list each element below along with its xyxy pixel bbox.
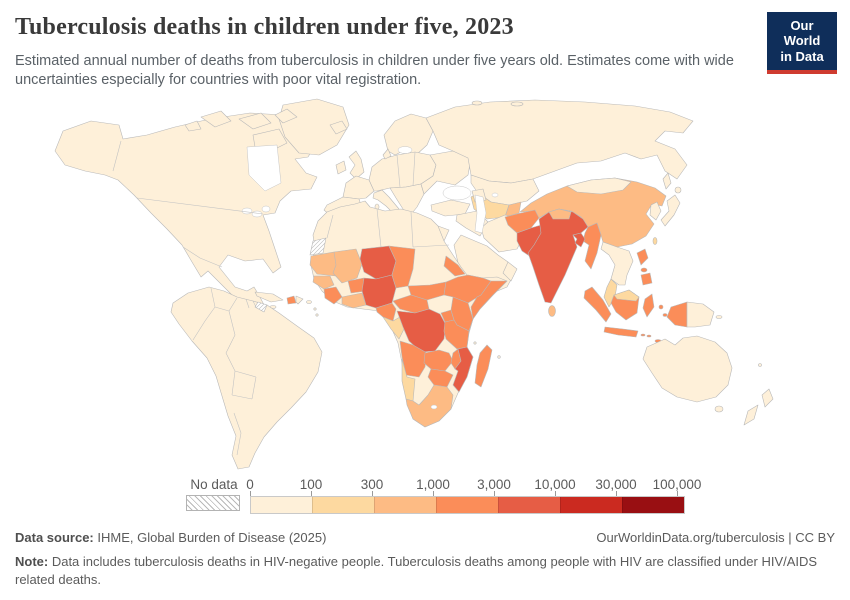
legend-bin[interactable] bbox=[622, 497, 684, 513]
chart-footer: Data source: IHME, Global Burden of Dise… bbox=[15, 530, 835, 588]
legend-bin[interactable] bbox=[312, 497, 374, 513]
legend-ticks bbox=[250, 491, 680, 496]
region-caribbean[interactable] bbox=[254, 291, 319, 317]
region-southeast-asia-islands[interactable] bbox=[583, 248, 723, 343]
page-title: Tuberculosis deaths in children under fi… bbox=[15, 14, 514, 40]
continent-europe[interactable] bbox=[323, 113, 472, 220]
legend-tick-label: 0 bbox=[246, 477, 254, 492]
legend-bin[interactable] bbox=[436, 497, 498, 513]
inland-water bbox=[442, 185, 499, 234]
legend-bin[interactable] bbox=[498, 497, 560, 513]
legend-tick-label: 10,000 bbox=[534, 477, 576, 492]
legend-tick-label: 1,000 bbox=[416, 477, 450, 492]
continent-oceania[interactable] bbox=[642, 335, 774, 426]
world-map[interactable] bbox=[25, 95, 825, 475]
legend-tick-label: 300 bbox=[360, 477, 384, 492]
continent-south-america[interactable] bbox=[170, 286, 323, 470]
legend-tick-labels: 0 100 300 1,000 3,000 10,000 30,000 100,000 bbox=[246, 477, 701, 493]
legend-tick-label: 100 bbox=[299, 477, 323, 492]
legend-tick-label: 30,000 bbox=[595, 477, 637, 492]
legend-no-data-swatch[interactable] bbox=[186, 495, 240, 511]
owid-link[interactable]: OurWorldinData.org/tuberculosis | CC BY bbox=[596, 530, 835, 545]
legend-tick-label: 3,000 bbox=[477, 477, 511, 492]
owid-logo[interactable]: Our World in Data bbox=[767, 12, 837, 74]
legend-bin[interactable] bbox=[251, 497, 312, 513]
data-source: Data source: IHME, Global Burden of Dise… bbox=[15, 530, 327, 545]
legend-no-data[interactable]: No data bbox=[186, 477, 242, 511]
continent-north-america[interactable] bbox=[54, 98, 350, 336]
legend-color-bar[interactable] bbox=[250, 496, 685, 514]
legend-tick-label: 100,000 bbox=[652, 477, 702, 492]
continent-africa[interactable] bbox=[309, 200, 508, 428]
chart-subtitle: Estimated annual number of deaths from t… bbox=[15, 53, 734, 89]
map-legend: No data 0 100 300 1,000 3,000 10,000 30,000 100… bbox=[0, 477, 850, 517]
chart-note: Note: Data includes tuberculosis deaths … bbox=[15, 554, 818, 587]
legend-scale: 0 100 300 1,000 3,000 10,000 30,000 100,000 bbox=[246, 477, 701, 515]
owid-logo-box: Our World in Data bbox=[767, 12, 837, 70]
region-south-asia[interactable] bbox=[504, 177, 682, 317]
continent-north-asia[interactable] bbox=[425, 99, 694, 220]
legend-bin[interactable] bbox=[560, 497, 622, 513]
country-border-lines bbox=[112, 140, 450, 456]
owid-logo-accent bbox=[767, 69, 837, 74]
legend-no-data-label: No data bbox=[190, 477, 238, 492]
legend-bin[interactable] bbox=[374, 497, 436, 513]
